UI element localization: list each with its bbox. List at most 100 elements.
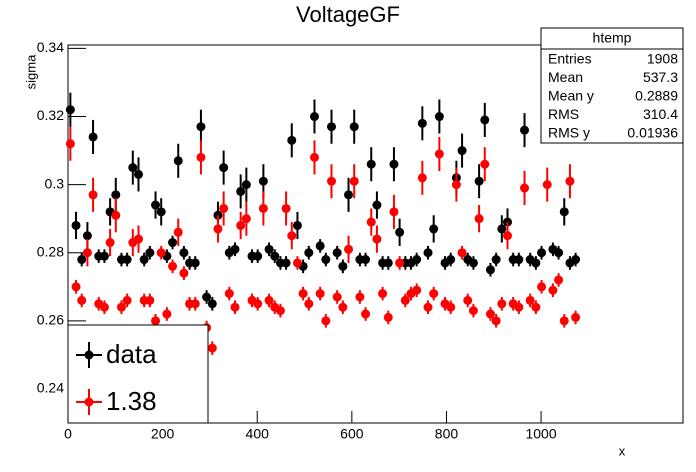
point	[491, 316, 501, 326]
point	[395, 258, 405, 268]
point	[514, 255, 524, 265]
point	[412, 285, 422, 295]
point	[156, 248, 166, 258]
point	[389, 207, 399, 217]
point	[77, 295, 87, 305]
point	[241, 180, 251, 190]
point	[542, 180, 552, 190]
point	[71, 220, 81, 230]
point	[179, 248, 189, 258]
point	[281, 258, 291, 268]
y-tick-label: 0.26	[37, 312, 64, 328]
legend-marker	[84, 350, 94, 360]
point	[88, 132, 98, 142]
point	[531, 258, 541, 268]
point	[537, 282, 547, 292]
point	[361, 309, 371, 319]
point	[463, 295, 473, 305]
chart-title: VoltageGF	[296, 2, 400, 27]
point	[429, 224, 439, 234]
y-tick-label: 0.24	[37, 380, 64, 396]
point	[145, 248, 155, 258]
point	[417, 173, 427, 183]
point	[207, 343, 217, 353]
point	[281, 203, 291, 213]
point	[520, 125, 530, 135]
point	[548, 285, 558, 295]
point	[230, 302, 240, 312]
point	[230, 244, 240, 254]
point	[224, 289, 234, 299]
point	[173, 156, 183, 166]
point	[207, 299, 217, 309]
point	[253, 299, 263, 309]
x-tick-label: 800	[435, 426, 459, 442]
point	[383, 312, 393, 322]
point	[514, 302, 524, 312]
point	[190, 258, 200, 268]
point	[327, 176, 337, 186]
point	[395, 227, 405, 237]
x-tick-label: 0	[64, 426, 72, 442]
point	[179, 268, 189, 278]
point	[304, 248, 314, 258]
point	[480, 115, 490, 125]
point	[468, 258, 478, 268]
point	[219, 203, 229, 213]
point	[253, 251, 263, 261]
point	[349, 122, 359, 132]
point	[122, 295, 132, 305]
point	[446, 302, 456, 312]
point	[554, 275, 564, 285]
point	[383, 258, 393, 268]
point	[270, 251, 280, 261]
point	[287, 231, 297, 241]
point	[122, 255, 132, 265]
point	[156, 207, 166, 217]
point	[82, 231, 92, 241]
stats-label: RMS y	[548, 125, 590, 141]
point	[168, 238, 178, 248]
point	[309, 152, 319, 162]
point	[480, 159, 490, 169]
point	[338, 261, 348, 271]
point	[88, 190, 98, 200]
point	[111, 190, 121, 200]
point	[196, 122, 206, 132]
point	[434, 149, 444, 159]
point	[372, 234, 382, 244]
point	[264, 244, 274, 254]
point	[309, 112, 319, 122]
point	[139, 255, 149, 265]
point	[77, 255, 87, 265]
point	[491, 255, 501, 265]
x-tick-label: 400	[246, 426, 270, 442]
point	[366, 217, 376, 227]
point	[99, 251, 109, 261]
y-tick-label: 0.34	[37, 39, 64, 55]
point	[434, 112, 444, 122]
point	[190, 299, 200, 309]
point	[151, 200, 161, 210]
point	[162, 309, 172, 319]
x-axis-label: x	[619, 443, 626, 458]
point	[321, 316, 331, 326]
point	[485, 309, 495, 319]
point	[292, 220, 302, 230]
point	[474, 214, 484, 224]
point	[423, 302, 433, 312]
legend-label: data	[106, 339, 157, 369]
stats-value: 0.01936	[627, 125, 678, 141]
x-tick-label: 600	[340, 426, 364, 442]
point	[497, 224, 507, 234]
x-tick-label: 200	[151, 426, 175, 442]
point	[344, 190, 354, 200]
stats-label: Entries	[548, 51, 592, 67]
point	[338, 302, 348, 312]
stats-label: Mean	[548, 69, 583, 85]
y-tick-label: 0.28	[37, 243, 64, 259]
point	[332, 248, 342, 258]
point	[485, 265, 495, 275]
y-tick-label: 0.32	[37, 107, 64, 123]
